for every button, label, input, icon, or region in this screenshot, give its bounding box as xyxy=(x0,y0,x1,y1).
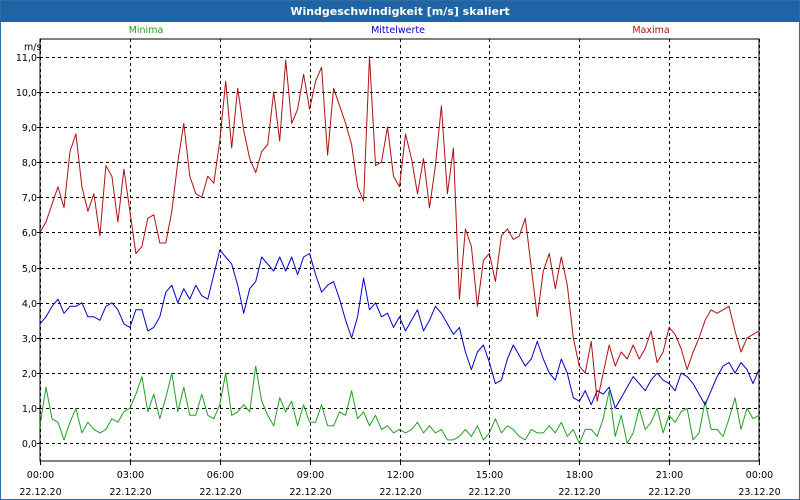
x-tick-date-label: 22.12.20 xyxy=(19,487,61,498)
window-title: Windgeschwindigkeit [m/s] skaliert xyxy=(1,1,799,22)
legend: Minima Mittelwerte Maxima xyxy=(129,25,670,36)
legend-entry-minima: Minima xyxy=(129,25,164,36)
x-tick-date-label: 22.12.20 xyxy=(558,487,600,498)
plot-frame xyxy=(39,38,760,462)
legend-entry-mittelwerte: Mittelwerte xyxy=(371,25,425,36)
series-lines xyxy=(39,56,760,444)
y-tick-label: 2,0 xyxy=(22,369,37,380)
y-axis-unit-label: m/s xyxy=(24,42,41,53)
y-tick-label: 6,0 xyxy=(22,228,37,239)
x-tick-time-label: 12:00 xyxy=(387,470,414,481)
x-tick-time-label: 21:00 xyxy=(656,470,683,481)
x-tick-time-label: 03:00 xyxy=(117,470,144,481)
x-tick-time-label: 15:00 xyxy=(476,470,503,481)
x-tick-date-label: 22.12.20 xyxy=(648,487,690,498)
x-tick-date-label: 22.12.20 xyxy=(199,487,241,498)
y-tick-label: 7,0 xyxy=(22,193,37,204)
series-line-maxima xyxy=(39,56,760,402)
y-tick-label: 1,0 xyxy=(22,404,37,415)
y-tick-label: 9,0 xyxy=(22,123,37,134)
y-tick-label: 0,0 xyxy=(22,439,37,450)
axes: 0,0 1,0 2,0 3,0 4,0 5,0 6,0 7,0 8,0 9,0 10,0 11,0m/… xyxy=(16,38,781,498)
y-tick-label: 5,0 xyxy=(22,264,37,275)
series-line-minima xyxy=(39,365,760,444)
x-tick-date-label: 22.12.20 xyxy=(109,487,151,498)
x-tick-time-label: 00:00 xyxy=(746,470,773,481)
x-tick-date-label: 23.12.20 xyxy=(738,487,780,498)
y-tick-label: 4,0 xyxy=(22,299,37,310)
wind-speed-chart: 0,0 1,0 2,0 3,0 4,0 5,0 6,0 7,0 8,0 9,0 10,0 11,0m/… xyxy=(16,25,781,498)
grid xyxy=(40,39,760,461)
x-tick-date-label: 22.12.20 xyxy=(379,487,421,498)
series-line-mittelwerte xyxy=(39,249,760,409)
y-tick-label: 3,0 xyxy=(22,334,37,345)
x-tick-time-label: 00:00 xyxy=(27,470,54,481)
x-tick-date-label: 22.12.20 xyxy=(468,487,510,498)
y-tick-label: 8,0 xyxy=(22,158,37,169)
y-tick-label: 11,0 xyxy=(16,53,37,64)
x-tick-time-label: 18:00 xyxy=(566,470,593,481)
x-tick-date-label: 22.12.20 xyxy=(289,487,331,498)
legend-entry-maxima: Maxima xyxy=(632,25,669,36)
y-tick-label: 10,0 xyxy=(16,88,37,99)
x-tick-time-label: 06:00 xyxy=(207,470,234,481)
x-tick-time-label: 09:00 xyxy=(297,470,324,481)
